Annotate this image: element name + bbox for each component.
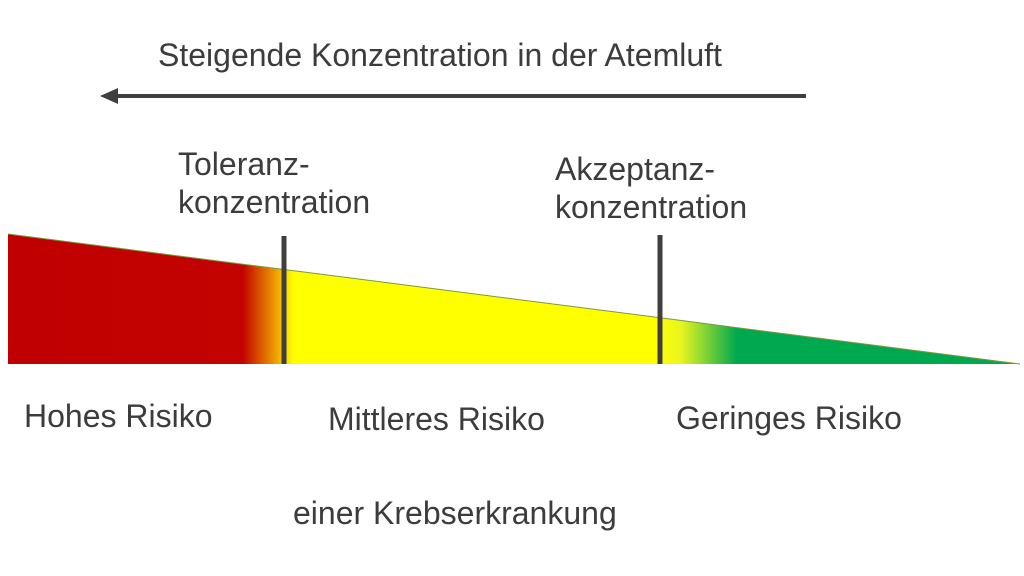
acceptance-label-line-2: konzentration	[555, 189, 748, 225]
tolerance-label-line-1: Toleranz-	[178, 146, 310, 182]
wedge-top-edge	[7, 233, 1021, 365]
tolerance-concentration-label: Toleranz- konzentration	[178, 145, 370, 221]
acceptance-concentration-label: Akzeptanz- konzentration	[555, 150, 747, 226]
acceptance-label-line-1: Akzeptanz-	[555, 151, 716, 187]
arrow-title: Steigende Konzentration in der Atemluft	[158, 37, 722, 73]
medium-risk-label: Mittleres Risiko	[328, 401, 545, 437]
high-risk-label: Hohes Risiko	[24, 398, 213, 434]
low-risk-label: Geringes Risiko	[676, 400, 902, 436]
bottom-caption: einer Krebserkrankung	[293, 495, 617, 531]
concentration-arrow	[100, 88, 806, 104]
arrow-head-icon	[100, 88, 118, 104]
tolerance-label-line-2: konzentration	[178, 184, 371, 220]
